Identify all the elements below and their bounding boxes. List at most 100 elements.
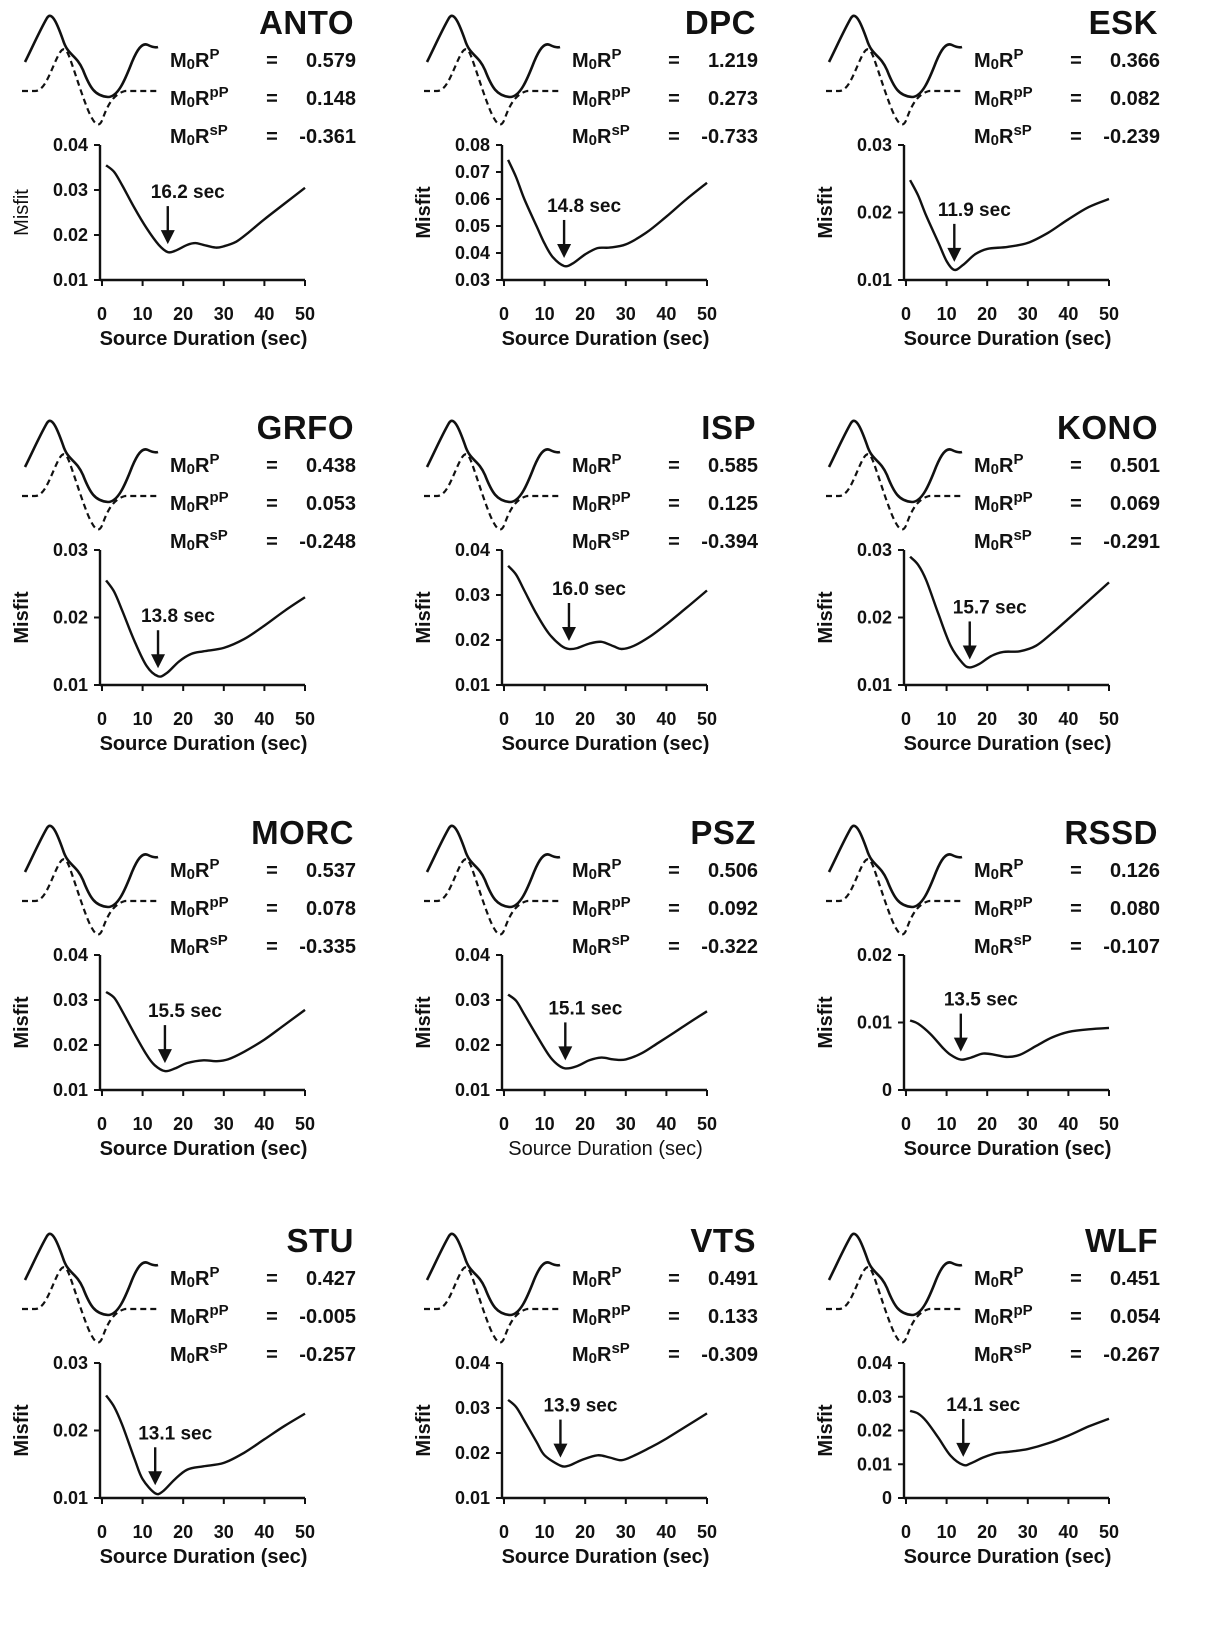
x-tick-label: 40: [656, 1522, 676, 1542]
coef-row-p: M0RP = 0.126: [974, 856, 1174, 886]
x-tick-label: 50: [697, 1522, 717, 1542]
min-duration-label: 11.9 sec: [938, 200, 1011, 221]
y-axis-label: Misfit: [11, 591, 33, 644]
coef-label: M0RpP: [170, 1302, 229, 1329]
y-tick-label: 0.02: [53, 1035, 88, 1055]
x-tick-label: 20: [575, 304, 595, 324]
x-axis-label: Source Duration (sec): [100, 328, 308, 350]
min-arrow-head: [148, 1471, 163, 1486]
x-tick-label: 10: [133, 1114, 153, 1134]
x-tick-label: 40: [656, 1114, 676, 1134]
misfit-curve: [105, 164, 306, 254]
x-axis-label: Source Duration (sec): [904, 1546, 1112, 1568]
axes: [500, 550, 707, 687]
x-tick-label: 10: [937, 304, 957, 324]
y-tick-label: 0.01: [857, 1454, 892, 1474]
min-duration-label: 15.7 sec: [953, 597, 1027, 618]
coef-label: M0RpP: [170, 84, 229, 111]
misfit-plot: 0.03 0.04 0.05 0.06 0.07 0.08 0 10 20 30 40 50 Sourc…: [413, 14, 717, 350]
coef-label: M0RpP: [170, 894, 229, 921]
y-tick-label: 0.03: [53, 990, 88, 1010]
panel-psz: PSZ M0RP = 0.506 M0RpP = 0.092 M0RsP = -0.322 0.01…: [402, 810, 806, 1220]
synthetic-waveform: [826, 1266, 962, 1344]
x-tick-label: 30: [616, 709, 636, 729]
x-tick-label: 40: [656, 304, 676, 324]
coef-row-sp: M0RsP = -0.309: [572, 1340, 772, 1370]
x-axis-label: Source Duration (sec): [100, 1546, 308, 1568]
equals-sign: =: [668, 50, 680, 72]
coef-value: -0.322: [701, 936, 758, 958]
x-tick-label: 20: [173, 304, 193, 324]
coef-value: -0.267: [1103, 1344, 1160, 1366]
coef-row-p: M0RP = 0.366: [974, 46, 1174, 76]
x-tick-label: 20: [977, 1522, 997, 1542]
coef-value: 0.148: [305, 88, 356, 110]
y-tick-label: 0.07: [455, 162, 490, 182]
x-tick-label: 0: [499, 304, 509, 324]
x-tick-label: 0: [901, 304, 911, 324]
coef-row-p: M0RP = 0.491: [572, 1264, 772, 1294]
misfit-plot: 0.01 0.02 0.03 0.04 0 10 20 30 40 50 Source Durati…: [413, 824, 717, 1160]
panel-stu: STU M0RP = 0.427 M0RpP = -0.005 M0RsP = -0.257 0.0…: [0, 1218, 404, 1628]
coef-label: M0RsP: [572, 1340, 630, 1367]
equals-sign: =: [1070, 1268, 1082, 1290]
misfit-plot: 0.01 0.02 0.03 0 10 20 30 40 50 Source Duration (…: [11, 419, 315, 755]
coef-label: M0RP: [572, 1264, 622, 1291]
x-axis-label: Source Duration (sec): [502, 1546, 710, 1568]
coef-label: M0RpP: [572, 489, 631, 516]
coef-value: 0.082: [1109, 88, 1160, 110]
coef-value: -0.107: [1103, 936, 1160, 958]
y-tick-label: 0.02: [857, 203, 892, 223]
x-tick-label: 40: [254, 1522, 274, 1542]
coef-label: M0RpP: [572, 84, 631, 111]
min-duration-label: 13.8 sec: [141, 606, 215, 627]
y-tick-label: 0.02: [53, 225, 88, 245]
station-title: DPC: [684, 4, 756, 41]
equals-sign: =: [668, 860, 680, 882]
y-tick-label: 0.03: [857, 1387, 892, 1407]
coef-value: 0.506: [707, 860, 758, 882]
x-tick-label: 0: [499, 709, 509, 729]
y-axis-label: Misfit: [815, 1404, 837, 1457]
x-tick-label: 30: [1018, 709, 1038, 729]
observed-waveform: [23, 14, 159, 99]
equals-sign: =: [668, 898, 680, 920]
x-tick-label: 0: [97, 1522, 107, 1542]
coef-value: -0.335: [299, 936, 356, 958]
coef-label: M0RsP: [572, 932, 630, 959]
min-arrow-head: [553, 1443, 568, 1458]
misfit-plot: 0 0.01 0.02 0 10 20 30 40 50 Source Duration (sec…: [815, 824, 1119, 1160]
equals-sign: =: [266, 455, 278, 477]
x-tick-label: 0: [901, 1522, 911, 1542]
equals-sign: =: [266, 88, 278, 110]
x-axis-label: Source Duration (sec): [502, 733, 710, 755]
x-tick-label: 50: [1099, 304, 1119, 324]
waveform-comparison: [826, 419, 963, 531]
coef-row-sp: M0RsP = -0.239: [974, 122, 1174, 152]
misfit-plot: 0 0.01 0.02 0.03 0.04 0 10 20 30 40 50 Source Durat…: [815, 1232, 1119, 1568]
y-tick-label: 0.02: [857, 945, 892, 965]
coef-row-pp: M0RpP = 0.069: [974, 489, 1174, 519]
y-tick-label: 0.03: [857, 135, 892, 155]
coef-label: M0RP: [974, 1264, 1024, 1291]
y-axis-label: Misfit: [11, 189, 33, 236]
station-title: GRFO: [256, 409, 354, 446]
x-tick-label: 40: [656, 709, 676, 729]
station-title: VTS: [690, 1222, 756, 1259]
misfit-curve: [909, 555, 1110, 669]
y-tick-label: 0.03: [53, 540, 88, 560]
y-tick-label: 0.01: [857, 675, 892, 695]
equals-sign: =: [1070, 1306, 1082, 1328]
y-axis-label: Misfit: [413, 1404, 435, 1457]
y-tick-label: 0.01: [857, 1013, 892, 1033]
coef-label: M0RsP: [572, 122, 630, 149]
x-tick-label: 30: [214, 709, 234, 729]
panel-morc: MORC M0RP = 0.537 M0RpP = 0.078 M0RsP = -0.335 0.0…: [0, 810, 404, 1220]
equals-sign: =: [1070, 88, 1082, 110]
x-tick-label: 40: [1058, 304, 1078, 324]
equals-sign: =: [1070, 936, 1082, 958]
coef-row-sp: M0RsP = -0.335: [170, 932, 370, 962]
waveform-comparison: [826, 824, 963, 936]
x-tick-label: 10: [133, 709, 153, 729]
y-tick-label: 0.01: [53, 1488, 88, 1508]
